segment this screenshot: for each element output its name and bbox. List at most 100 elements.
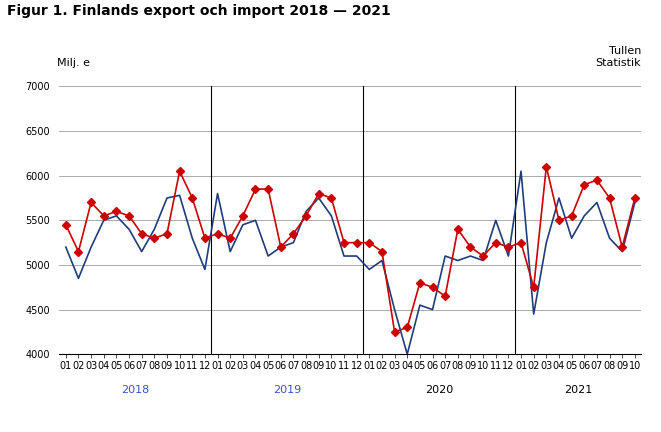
- Import: [529, 285, 537, 290]
- Export: [75, 276, 83, 281]
- Export: [277, 245, 285, 250]
- Import: [100, 213, 108, 219]
- Line: Import: Import: [63, 164, 638, 335]
- Export: [137, 249, 145, 254]
- Import: [264, 187, 272, 192]
- Import: [428, 285, 436, 290]
- Export: [555, 195, 563, 200]
- Export: [214, 191, 221, 196]
- Import: [201, 235, 209, 241]
- Import: [416, 280, 424, 286]
- Text: Milj. e: Milj. e: [57, 57, 90, 68]
- Import: [391, 329, 399, 334]
- Export: [226, 249, 234, 254]
- Export: [201, 267, 209, 272]
- Export: [605, 235, 613, 241]
- Export: [125, 227, 133, 232]
- Import: [302, 213, 310, 219]
- Import: [366, 240, 373, 245]
- Export: [618, 249, 626, 254]
- Import: [226, 235, 234, 241]
- Export: [315, 195, 323, 200]
- Import: [150, 235, 158, 241]
- Import: [543, 164, 551, 169]
- Export: [188, 235, 196, 241]
- Import: [277, 245, 285, 250]
- Import: [403, 325, 411, 330]
- Export: [428, 307, 436, 312]
- Import: [605, 195, 613, 200]
- Export: [403, 352, 411, 357]
- Export: [543, 240, 551, 245]
- Export: [504, 254, 512, 259]
- Import: [454, 227, 462, 232]
- Import: [252, 187, 260, 192]
- Import: [378, 249, 386, 254]
- Text: 2020: 2020: [425, 385, 453, 395]
- Import: [327, 195, 335, 200]
- Text: 2021: 2021: [564, 385, 592, 395]
- Export: [529, 311, 537, 317]
- Export: [467, 254, 475, 259]
- Export: [302, 209, 310, 214]
- Text: 2019: 2019: [273, 385, 301, 395]
- Export: [290, 240, 297, 245]
- Export: [378, 258, 386, 263]
- Import: [137, 231, 145, 236]
- Export: [327, 213, 335, 219]
- Export: [391, 307, 399, 312]
- Export: [62, 245, 70, 250]
- Export: [150, 227, 158, 232]
- Import: [568, 213, 576, 219]
- Export: [631, 200, 639, 205]
- Export: [353, 254, 361, 259]
- Import: [87, 200, 95, 205]
- Import: [188, 195, 196, 200]
- Import: [125, 213, 133, 219]
- Export: [176, 193, 184, 198]
- Import: [479, 254, 487, 259]
- Export: [593, 200, 601, 205]
- Export: [580, 213, 588, 219]
- Import: [340, 240, 348, 245]
- Import: [492, 240, 500, 245]
- Export: [87, 245, 95, 250]
- Import: [467, 245, 475, 250]
- Export: [517, 168, 525, 174]
- Import: [631, 195, 639, 200]
- Text: Tullen
Statistik: Tullen Statistik: [596, 46, 641, 68]
- Export: [239, 222, 247, 227]
- Import: [176, 168, 184, 174]
- Export: [416, 302, 424, 308]
- Export: [252, 218, 260, 223]
- Export: [454, 258, 462, 263]
- Import: [504, 245, 512, 250]
- Export: [112, 213, 120, 219]
- Import: [112, 209, 120, 214]
- Text: Figur 1. Finlands export och import 2018 — 2021: Figur 1. Finlands export och import 2018…: [7, 4, 391, 18]
- Line: Export: Export: [66, 171, 635, 354]
- Export: [100, 218, 108, 223]
- Import: [62, 222, 70, 227]
- Export: [441, 254, 449, 259]
- Import: [163, 231, 171, 236]
- Import: [315, 191, 323, 196]
- Import: [441, 294, 449, 299]
- Export: [163, 195, 171, 200]
- Export: [479, 258, 487, 263]
- Export: [568, 235, 576, 241]
- Import: [517, 240, 525, 245]
- Export: [366, 267, 373, 272]
- Export: [340, 254, 348, 259]
- Import: [618, 245, 626, 250]
- Import: [75, 249, 83, 254]
- Import: [580, 182, 588, 187]
- Import: [353, 240, 361, 245]
- Import: [239, 213, 247, 219]
- Import: [555, 218, 563, 223]
- Text: 2018: 2018: [121, 385, 149, 395]
- Import: [290, 231, 297, 236]
- Export: [264, 254, 272, 259]
- Import: [593, 178, 601, 183]
- Import: [214, 231, 221, 236]
